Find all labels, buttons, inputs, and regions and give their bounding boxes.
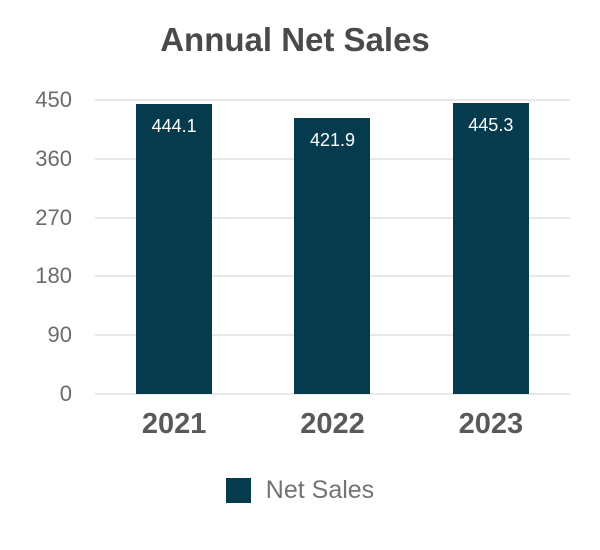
y-tick-label: 360 (35, 145, 72, 171)
y-axis: 0 90 180 270 360 450 (0, 87, 72, 406)
legend-swatch-icon (225, 478, 251, 503)
gridline (95, 393, 570, 395)
bar-slot: 421.9 (253, 100, 411, 394)
bar-2022: 421.9 (294, 118, 371, 394)
bar-2021: 444.1 (136, 103, 213, 394)
bar-slot: 444.1 (95, 100, 253, 394)
bar-value-label: 444.1 (151, 115, 197, 136)
y-tick-label: 270 (35, 204, 72, 230)
gridline (95, 99, 570, 101)
bar-value-label: 445.3 (468, 115, 514, 136)
y-tick-label: 0 (59, 381, 72, 406)
chart-title: Annual Net Sales (160, 21, 430, 58)
legend-label: Net Sales (265, 476, 375, 504)
bars-layer: 444.1 421.9 445.3 (95, 100, 570, 394)
bar-2023: 445.3 (452, 103, 529, 394)
x-axis: 2021 2022 2023 (95, 408, 570, 441)
x-tick-label-2021: 2021 (141, 408, 207, 440)
bar-slot: 445.3 (412, 100, 570, 394)
y-tick-label: 180 (35, 263, 72, 289)
y-tick-label: 90 (47, 322, 72, 348)
bar-value-label: 421.9 (309, 130, 355, 151)
legend-item[interactable]: Net Sales (225, 476, 375, 505)
x-tick-label-2023: 2023 (458, 408, 524, 440)
legend: Net Sales (0, 476, 600, 505)
y-tick-label: 450 (35, 87, 72, 112)
x-tick-label-2022: 2022 (300, 408, 365, 440)
